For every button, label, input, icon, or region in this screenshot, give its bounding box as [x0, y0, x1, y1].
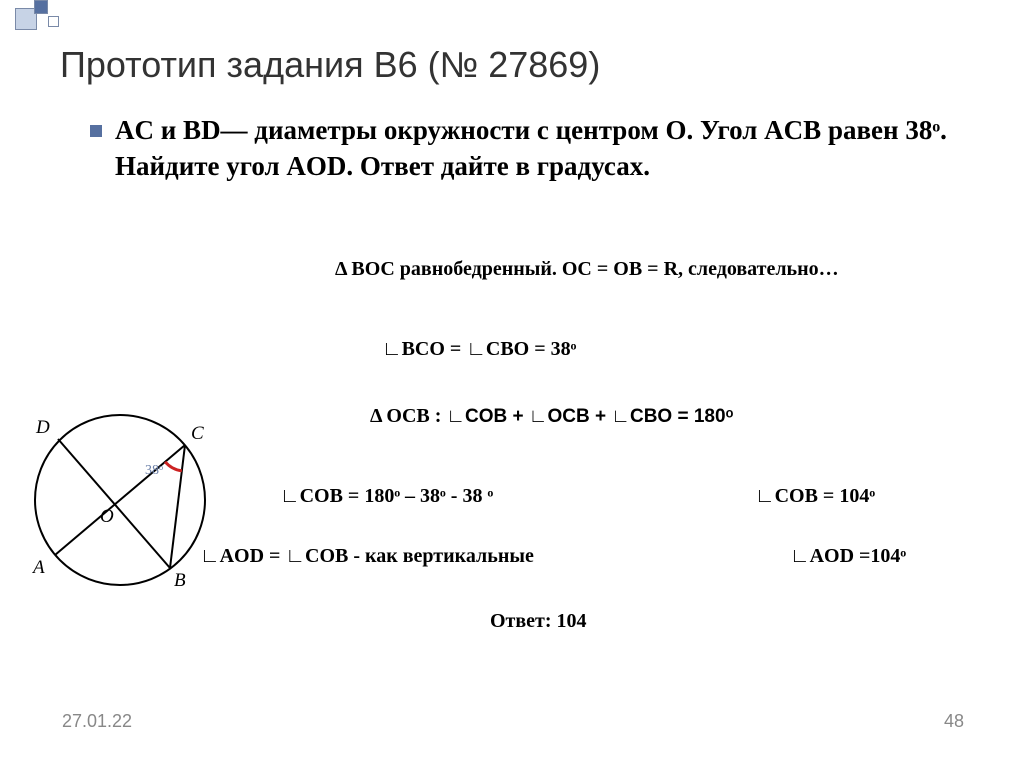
point-label-b: B	[174, 570, 186, 592]
line-bd	[58, 439, 170, 568]
angle-arc	[165, 462, 182, 471]
step-4a: ∟COB = 180ᵒ – 38ᵒ - 38 ᵒ	[280, 485, 493, 508]
step-3: Δ OCB : ∟COB + ∟OCB + ∟CBO = 180ᵒ	[370, 405, 733, 428]
footer-date: 27.01.22	[62, 711, 132, 732]
step-4b: ∟COB = 104ᵒ	[755, 485, 875, 508]
point-label-c: C	[191, 423, 204, 445]
point-label-a: A	[33, 557, 45, 579]
point-label-o: O	[100, 506, 114, 528]
answer: Ответ: 104	[490, 610, 587, 633]
step-5a: ∟AOD = ∟COB - как вертикальные	[200, 545, 534, 568]
point-label-d: D	[36, 417, 50, 439]
bullet-icon	[90, 125, 102, 137]
line-cb	[170, 445, 185, 568]
deco-square-2	[34, 0, 48, 14]
step-5b: ∟AOD =104ᵒ	[790, 545, 906, 568]
footer-page: 48	[944, 711, 964, 732]
step-1: Δ BOC равнобедренный. OC = OB = R, следо…	[335, 256, 839, 282]
angle-label: 38ᵒ	[145, 463, 163, 479]
deco-square-3	[48, 16, 59, 27]
step-2: ∟BCO = ∟CBO = 38ᵒ	[382, 338, 576, 361]
slide-title: Прототип задания B6 (№ 27869)	[60, 44, 600, 86]
problem-statement: AC и BD— диаметры окружности с центром O…	[115, 112, 964, 185]
step-3-prefix: Δ OCB :	[370, 405, 446, 427]
step-3-equation: ∟COB + ∟OCB + ∟CBO = 180ᵒ	[446, 406, 733, 427]
diagram-svg	[25, 385, 235, 615]
circle-diagram: A B C D O 38ᵒ	[25, 385, 235, 620]
line-ac	[55, 445, 185, 555]
